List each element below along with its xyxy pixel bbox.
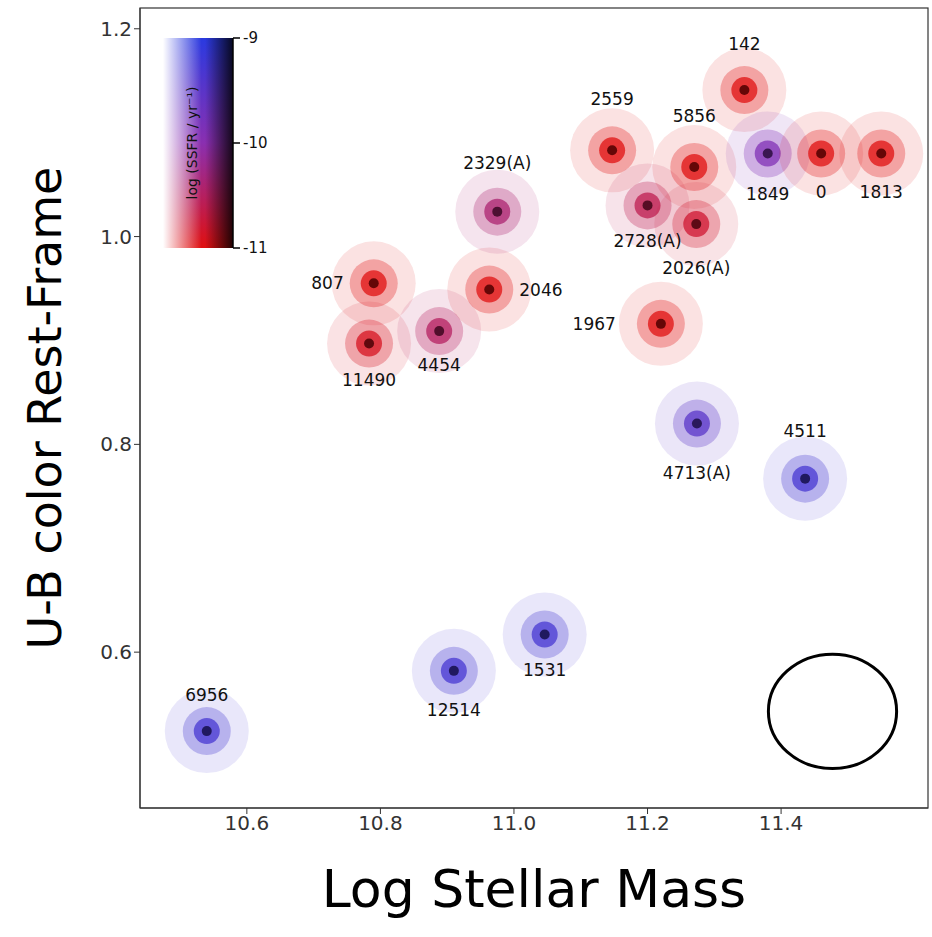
svg-text:1813: 1813 [860,182,903,202]
svg-text:4454: 4454 [418,355,461,375]
svg-text:12514: 12514 [427,700,481,720]
svg-text:5856: 5856 [673,106,716,126]
svg-text:2026(A): 2026(A) [662,258,730,278]
svg-text:log (SSFR / yr⁻¹): log (SSFR / yr⁻¹) [184,87,200,200]
svg-text:1.0: 1.0 [100,225,132,249]
svg-text:-9: -9 [243,29,258,47]
svg-text:11.4: 11.4 [759,811,804,835]
svg-text:11.0: 11.0 [492,811,537,835]
svg-text:2329(A): 2329(A) [463,153,531,173]
svg-text:-10: -10 [243,134,268,152]
svg-text:2559: 2559 [590,89,633,109]
svg-text:2728(A): 2728(A) [613,231,681,251]
svg-text:1531: 1531 [523,660,566,680]
svg-text:142: 142 [728,34,760,54]
svg-text:10.8: 10.8 [358,811,403,835]
svg-text:6956: 6956 [185,685,228,705]
svg-text:2046: 2046 [519,280,562,300]
svg-text:Log Stellar Mass: Log Stellar Mass [322,859,746,919]
svg-text:U-B color Rest-Frame: U-B color Rest-Frame [18,167,72,650]
svg-text:807: 807 [311,273,343,293]
svg-text:-11: -11 [243,239,268,257]
svg-text:1.2: 1.2 [100,17,132,41]
svg-text:0: 0 [816,182,827,202]
svg-text:11.2: 11.2 [625,811,670,835]
svg-text:1849: 1849 [746,184,789,204]
svg-text:10.6: 10.6 [225,811,270,835]
svg-text:4511: 4511 [783,421,826,441]
svg-text:0.6: 0.6 [100,640,132,664]
svg-text:0.8: 0.8 [100,432,132,456]
svg-text:4713(A): 4713(A) [663,463,731,483]
svg-text:11490: 11490 [342,370,396,390]
svg-text:1967: 1967 [573,314,616,334]
